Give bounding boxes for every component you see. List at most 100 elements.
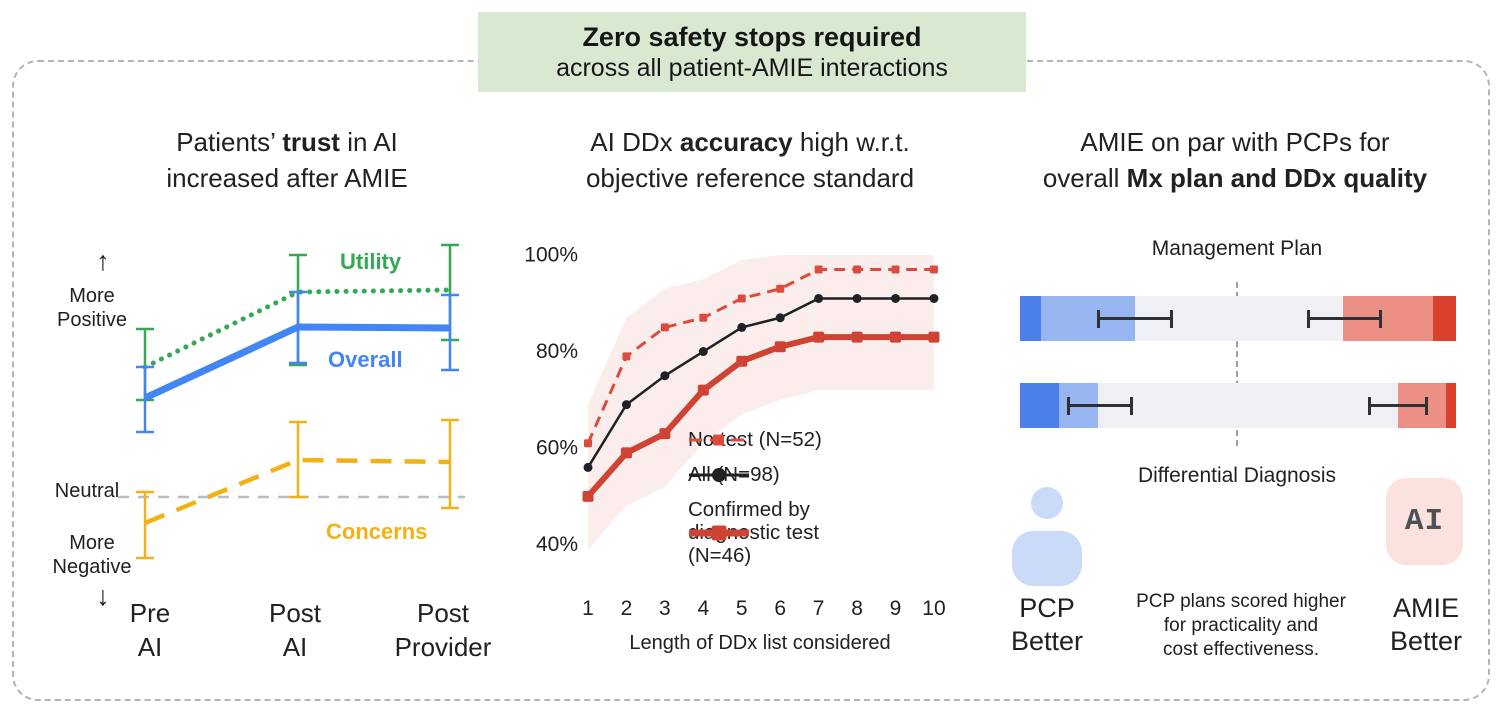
error-cap-right (1378, 309, 1382, 328)
post-provider-line1: Post (416, 598, 470, 628)
confidence-band (588, 255, 934, 550)
ddx-title-post: high w.r.t. (792, 127, 910, 157)
y-tick: 80% (536, 340, 578, 363)
x-tick: 1 (582, 597, 594, 620)
legend-no-test-label: No test (N=52) (688, 428, 822, 451)
amie-better-line2: Better (1389, 626, 1463, 656)
pre-ai-line1: Pre (129, 598, 171, 628)
y-axis-label-negative: More Negative (42, 531, 142, 579)
data-point (737, 322, 747, 332)
data-point (582, 490, 594, 502)
error-cap-left (1067, 396, 1071, 415)
legend-row-confirmed: Confirmed by diagnostic test (N=46) (688, 498, 968, 567)
x-axis-label: Length of DDx list considered (629, 632, 890, 654)
data-point (929, 265, 938, 274)
error-line (1097, 317, 1174, 320)
x-tick: 6 (774, 597, 786, 620)
data-point (776, 284, 785, 293)
trust-title-line1: Patients’ trust in AI (87, 124, 487, 160)
comparison-title-line1: AMIE on par with PCPs for (1080, 127, 1390, 157)
x-tick: 4 (697, 597, 709, 620)
overall-error-bar (441, 293, 459, 372)
overall-series-label: Overall (328, 347, 403, 372)
error-line (1306, 317, 1382, 320)
data-point (737, 294, 746, 303)
left-error-bar (1067, 396, 1133, 415)
error-cap-right (1425, 396, 1429, 415)
y-axis-label-positive: More Positive (42, 284, 142, 332)
amie-better-label: AMIE Better (1356, 592, 1496, 658)
comparison-title-bold: Mx plan and DDx quality (1126, 163, 1428, 193)
data-point (660, 371, 670, 381)
x-label-post-ai: Post AI (225, 596, 365, 664)
data-point (584, 439, 592, 448)
trust-panel-title: Patients’ trust in AI increased after AM… (87, 124, 487, 196)
data-point (928, 331, 940, 343)
no-test-marker-icon (689, 434, 749, 445)
data-point (814, 293, 824, 303)
right-error-bar (1367, 396, 1429, 415)
concerns-error-bar (289, 420, 307, 499)
y-tick: 40% (536, 533, 578, 556)
x-tick: 7 (813, 597, 825, 620)
bar-segment (1097, 383, 1398, 428)
ddx-panel-title: AI DDx accuracy high w.r.t. objective re… (550, 124, 950, 196)
series-line (586, 297, 934, 469)
safety-banner: Zero safety stops required across all pa… (478, 12, 1026, 92)
post-ai-line1: Post (268, 598, 322, 628)
trust-title-line2: increased after AMIE (166, 163, 408, 193)
up-arrow-icon: ↑ (96, 246, 110, 276)
data-point (699, 313, 708, 322)
y-tick: 60% (536, 437, 578, 460)
data-point (891, 265, 900, 274)
ddx-accuracy-chart: 100% 80% 60% 40% 1 2 3 4 5 6 7 8 9 10 Length of DDx li… (524, 244, 945, 655)
pcp-note: PCP plans scored higher for practicality… (1130, 590, 1352, 662)
data-point (891, 293, 901, 303)
x-tick: 8 (851, 597, 863, 620)
ddx-title-bold: accuracy (679, 127, 793, 157)
series-line (585, 334, 934, 499)
ddx-title-pre: AI DDx (590, 127, 680, 157)
ddx-title-line1: AI DDx accuracy high w.r.t. (550, 124, 950, 160)
overall-error-bar (136, 365, 154, 434)
amie-better-line1: AMIE (1392, 593, 1459, 623)
trust-title-bold: trust (282, 127, 340, 157)
data-point (620, 447, 632, 459)
error-cap-left (1097, 309, 1101, 328)
ddx-legend: No test (N=52) All (N=98) Confirmed by d… (688, 428, 968, 579)
more-positive-line1: More (69, 285, 115, 307)
comparison-panel-title: AMIE on par with PCPs for overall Mx pla… (1035, 124, 1435, 196)
data-point (621, 400, 631, 410)
data-point (851, 331, 863, 343)
ai-chip-text: AI (1404, 504, 1445, 539)
pcp-better-line2: Better (1010, 626, 1084, 656)
center-divider-line (1236, 282, 1238, 446)
trust-chart (118, 243, 465, 560)
series-line (586, 267, 934, 444)
concerns-error-bar (441, 418, 459, 510)
y-tick: 100% (524, 244, 578, 267)
data-point (622, 352, 631, 361)
concerns-series-label: Concerns (326, 519, 428, 544)
comparison-title-pre: overall (1042, 163, 1127, 193)
x-label-post-provider: Post Provider (373, 596, 513, 664)
pcp-person-icon (1012, 487, 1082, 586)
error-cap-left (1367, 396, 1371, 415)
x-tick: 2 (621, 597, 633, 620)
concerns-error-bar (136, 490, 154, 560)
data-point (660, 323, 669, 332)
y-axis-label-neutral: Neutral (54, 480, 120, 502)
pcp-better-line1: PCP (1019, 593, 1075, 623)
ddx-title-line2: objective reference standard (585, 163, 915, 193)
trust-title-post: in AI (339, 127, 398, 157)
pre-ai-line2: AI (137, 632, 163, 662)
differential-diagnosis-label: Differential Diagnosis (1137, 464, 1337, 487)
all-marker-icon (689, 467, 749, 482)
x-tick: 9 (890, 597, 902, 620)
x-tick: 10 (922, 597, 945, 620)
utility-line (142, 287, 453, 370)
more-negative-line1: More (69, 532, 115, 554)
data-point (698, 347, 708, 357)
legend-confirmed-line1: Confirmed by (688, 498, 810, 521)
